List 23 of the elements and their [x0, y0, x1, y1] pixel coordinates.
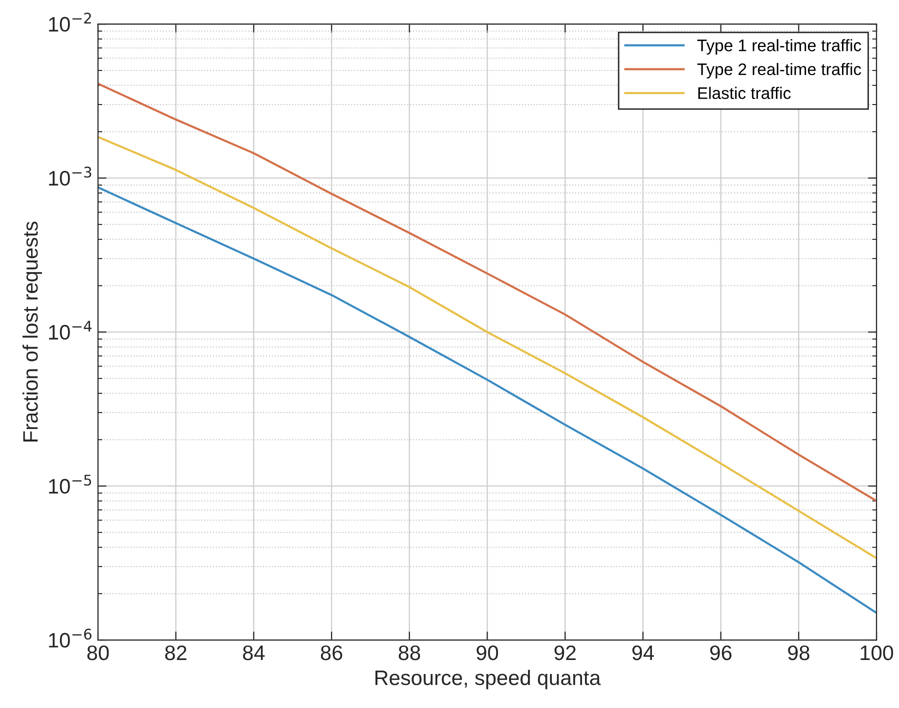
legend-label: Type 1 real-time traffic [697, 39, 862, 55]
x-axis-title: Resource, speed quanta [375, 670, 601, 690]
x-tick-label: 84 [243, 645, 265, 660]
legend-label: Elastic traffic [698, 86, 791, 100]
x-tick-label: 82 [165, 645, 186, 660]
legend-label: Type 2 real-time traffic [697, 62, 862, 78]
x-tick-label: 100 [860, 645, 894, 660]
line-series [98, 186, 877, 614]
x-tick-label: 80 [87, 645, 109, 660]
y-tick-label: 10$^{−4}$ [49, 320, 92, 340]
y-axis-title: Fraction of lost requests [22, 222, 42, 442]
x-tick-label: 98 [788, 645, 810, 660]
line-series [98, 136, 877, 560]
x-tick-label: 96 [710, 645, 732, 660]
x-tick-label: 94 [632, 645, 654, 660]
y-tick-label: 10$^{−3}$ [49, 166, 92, 186]
x-tick-label: 86 [320, 645, 342, 660]
line-series [98, 82, 877, 502]
y-tick-label: 10$^{−5}$ [49, 474, 92, 494]
x-tick-label: 88 [398, 645, 420, 660]
y-tick-label: 10$^{−2}$ [49, 12, 91, 32]
x-tick-label: 92 [554, 645, 576, 660]
x-tick-label: 90 [476, 645, 498, 660]
